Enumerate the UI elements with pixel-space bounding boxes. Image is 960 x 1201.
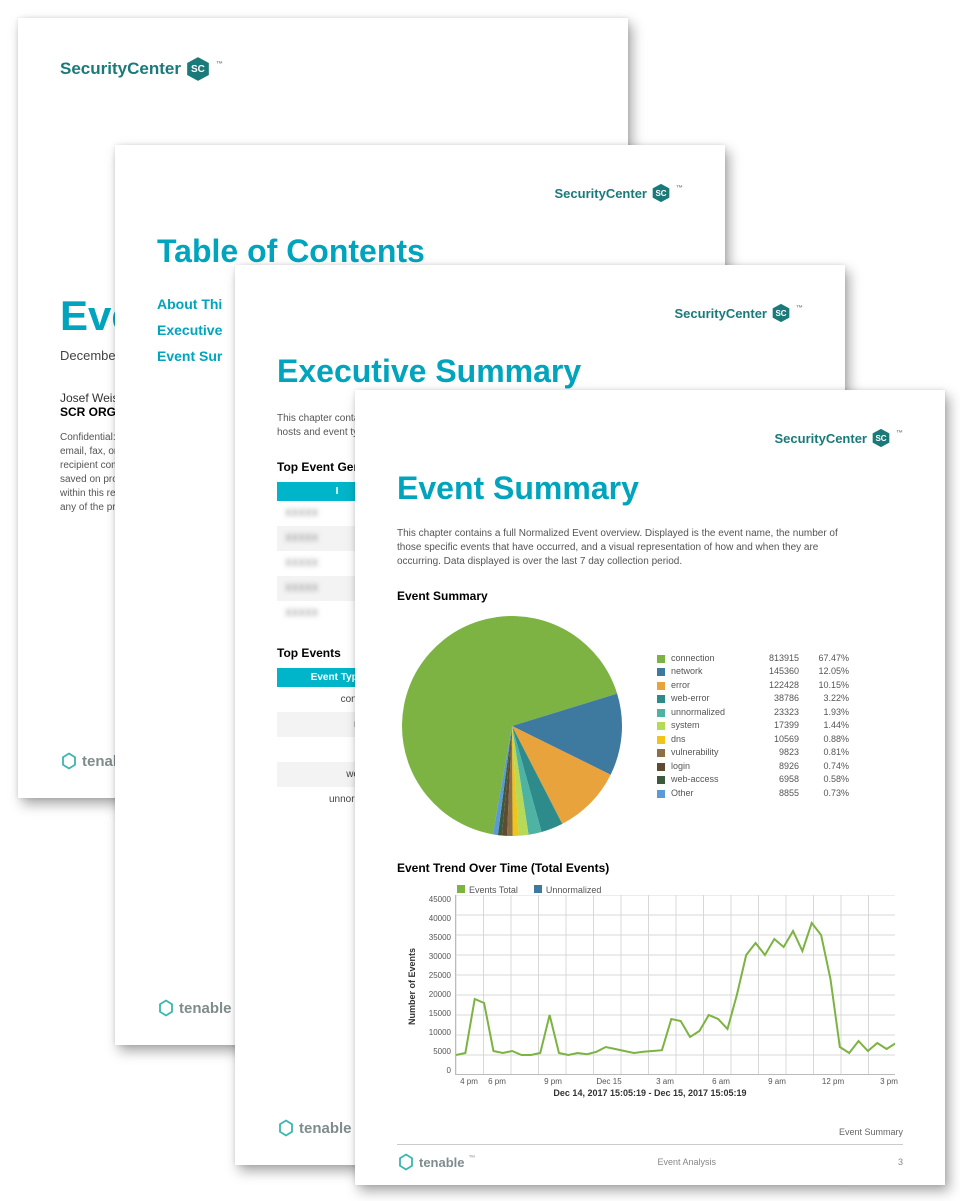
tenable-logo: tenable ™ [397,1153,476,1171]
x-axis-ticks: 4 pm6 pm9 pmDec 153 am6 am9 am12 pm3 pm [397,1075,903,1086]
legend-swatch-icon [657,695,665,703]
legend-swatch-icon [457,885,465,893]
legend-item: vulnerability 9823 0.81% [657,746,849,760]
legend-swatch-icon [657,655,665,663]
legend-swatch-icon [657,668,665,676]
legend-item: unnormalized 23323 1.93% [657,706,849,720]
legend-swatch-icon [657,736,665,744]
legend-item: error 122428 10.15% [657,679,849,693]
page-number: 3 [898,1157,903,1167]
hex-badge-icon: SC [771,303,791,323]
hex-badge-icon: SC [185,56,211,82]
brand-name: SecurityCenter [60,59,181,79]
legend-item: connection 813915 67.47% [657,652,849,666]
page-section-label: Event Summary [839,1127,903,1137]
x-axis-label: Dec 14, 2017 15:05:19 - Dec 15, 2017 15:… [397,1088,903,1098]
trend-legend: Events Total Unnormalized [397,885,903,895]
line-chart-svg [455,895,895,1075]
legend-swatch-icon [657,722,665,730]
event-summary-title: Event Summary [397,470,903,507]
legend-swatch-icon [657,790,665,798]
legend-item: web-access 6958 0.58% [657,773,849,787]
securitycenter-logo: SecurityCenter SC ™ [675,303,803,323]
legend-swatch-icon [657,763,665,771]
legend-item: Events Total [457,885,518,895]
line-chart: Events Total Unnormalized Number of Event… [397,885,903,1098]
legend-item: dns 10569 0.88% [657,733,849,747]
page-event-summary: SecurityCenter SC ™ Event Summary This c… [355,390,945,1185]
tenable-logo: tenable [277,1119,352,1137]
legend-swatch-icon [534,885,542,893]
legend-swatch-icon [657,682,665,690]
pie-legend: connection 813915 67.47% network 145360 … [657,652,849,801]
legend-swatch-icon [657,749,665,757]
trademark-icon: ™ [216,61,223,68]
pie-section-label: Event Summary [397,589,903,603]
hex-badge-icon: SC [871,428,891,448]
legend-item: Unnormalized [534,885,602,895]
y-axis-label: Number of Events [407,948,417,1025]
securitycenter-logo: SecurityCenter SC ™ [555,183,683,203]
trend-section-label: Event Trend Over Time (Total Events) [397,861,903,875]
legend-item: login 8926 0.74% [657,760,849,774]
page-footer: tenable ™ Event Analysis 3 [397,1144,903,1171]
hex-badge-icon: SC [651,183,671,203]
securitycenter-logo: SecurityCenter SC ™ [775,428,903,448]
pie-chart [397,611,627,841]
legend-swatch-icon [657,709,665,717]
footer-center: Event Analysis [657,1157,716,1167]
tenable-logo: tenable [157,999,232,1017]
legend-item: network 145360 12.05% [657,665,849,679]
exec-title: Executive Summary [277,353,803,390]
legend-item: system 17399 1.44% [657,719,849,733]
trademark-icon: ™ [676,185,683,192]
legend-item: Other 8855 0.73% [657,787,849,801]
legend-item: web-error 38786 3.22% [657,692,849,706]
trademark-icon: ™ [896,430,903,437]
trademark-icon: ™ [796,305,803,312]
securitycenter-logo: SecurityCenter SC ™ [60,56,586,82]
event-summary-intro: This chapter contains a full Normalized … [397,527,857,569]
legend-swatch-icon [657,776,665,784]
